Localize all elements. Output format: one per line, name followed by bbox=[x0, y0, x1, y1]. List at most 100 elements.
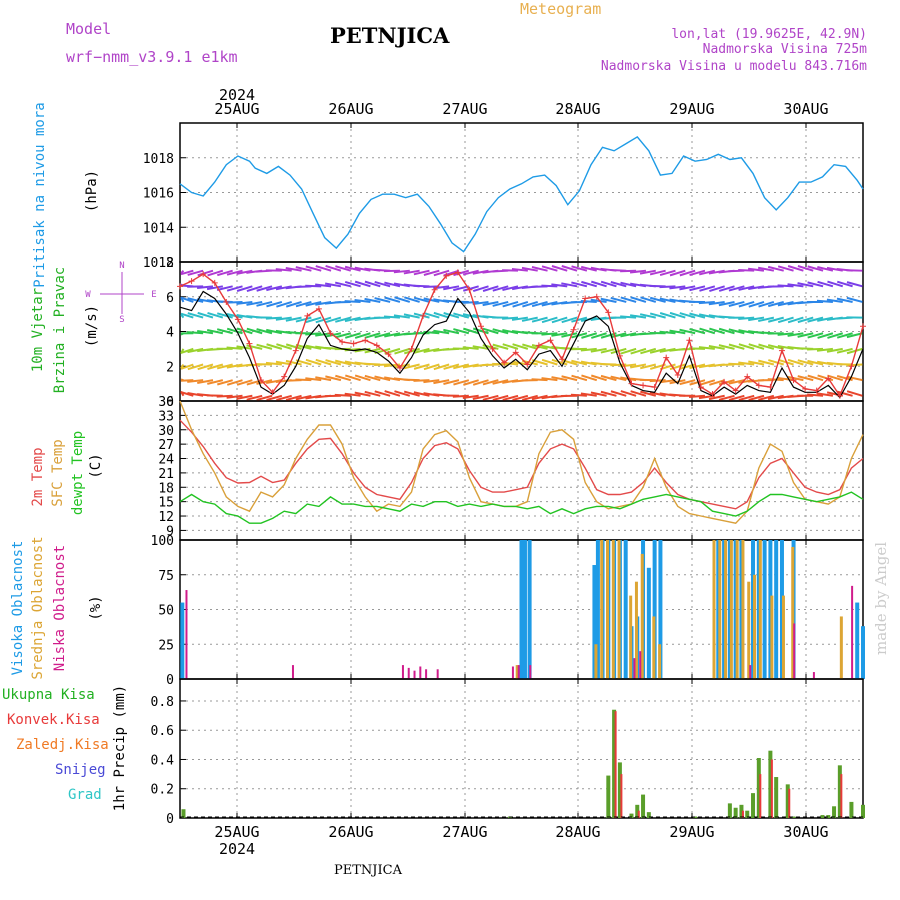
y-tick-label: 24 bbox=[158, 453, 174, 468]
wind-barb bbox=[531, 300, 548, 308]
wind-barb bbox=[187, 269, 204, 276]
wind-barb bbox=[453, 312, 470, 319]
wind-barb bbox=[787, 283, 804, 288]
x-tick-label-bottom: 30AUG bbox=[783, 823, 828, 841]
wind-barb bbox=[502, 285, 519, 292]
wind-barb bbox=[246, 394, 263, 401]
y-tick-label: 0 bbox=[166, 395, 174, 410]
bar-low bbox=[517, 665, 520, 679]
bar-total bbox=[785, 784, 790, 818]
y-tick-label: 0 bbox=[166, 673, 174, 688]
wind-barb bbox=[344, 360, 361, 366]
panel-precip: 0 0.2 0.4 0.6 0.8 bbox=[151, 678, 865, 827]
wind-barb bbox=[374, 332, 391, 339]
wind-barb bbox=[207, 269, 224, 277]
bar-high bbox=[861, 626, 865, 679]
y-tick-label: 1012 bbox=[143, 256, 174, 271]
wind-barb bbox=[403, 269, 420, 275]
bar-mid bbox=[658, 644, 662, 679]
wind-barb bbox=[777, 300, 794, 307]
wind-barb bbox=[394, 390, 411, 397]
bar-mid bbox=[515, 665, 519, 679]
wind-barb bbox=[180, 347, 194, 354]
wind-barb bbox=[561, 316, 578, 324]
y-tick-label: 75 bbox=[158, 569, 174, 584]
wind-barb bbox=[453, 269, 470, 277]
wind-barb bbox=[629, 269, 647, 274]
wind-barb bbox=[335, 265, 352, 272]
wind-barb bbox=[522, 301, 538, 308]
year-bottom: 2024 bbox=[219, 840, 255, 858]
wind-barb bbox=[561, 282, 578, 288]
wind-barb bbox=[433, 311, 450, 319]
gust-marker bbox=[443, 272, 450, 279]
wind-barb bbox=[679, 379, 696, 386]
wind-barb bbox=[180, 269, 185, 274]
wind-barb bbox=[669, 269, 686, 277]
wind-barb bbox=[659, 312, 676, 319]
gust-marker bbox=[709, 391, 716, 398]
product-title: Meteogram bbox=[520, 0, 601, 18]
wind-barb bbox=[393, 269, 410, 274]
wind-barb bbox=[393, 314, 410, 319]
wind-barb bbox=[305, 284, 322, 288]
bar-total bbox=[751, 793, 756, 818]
wind-barb bbox=[846, 375, 863, 382]
wind-barb bbox=[256, 328, 273, 335]
wind-barb bbox=[728, 343, 745, 350]
y-tick-label: 0.6 bbox=[151, 724, 174, 739]
gust-marker bbox=[200, 271, 207, 278]
bar-low bbox=[291, 665, 294, 679]
wind-barb bbox=[787, 375, 804, 382]
gust-marker bbox=[431, 286, 438, 293]
wind-barb bbox=[433, 379, 450, 385]
bar-total bbox=[181, 809, 186, 818]
model-name: wrf−nmm_v3.9.1 e1km bbox=[66, 48, 238, 66]
wind-barb bbox=[423, 269, 440, 276]
wind-barb bbox=[266, 394, 283, 401]
wind-barb bbox=[462, 269, 479, 276]
x-tick-label-top: 29AUG bbox=[669, 100, 714, 118]
bar-high bbox=[623, 540, 628, 679]
wind-barb bbox=[453, 379, 470, 386]
bar-mid bbox=[629, 595, 633, 679]
wind-barb bbox=[463, 327, 479, 335]
wind-barb bbox=[180, 391, 194, 397]
wind-barb bbox=[689, 328, 706, 335]
wind-barb bbox=[315, 376, 332, 382]
wind-barb bbox=[787, 332, 804, 337]
gust-marker bbox=[640, 382, 647, 389]
y-tick-label: 0.8 bbox=[151, 695, 174, 710]
y-tick-label: 25 bbox=[158, 638, 174, 653]
wind-barb bbox=[226, 346, 243, 350]
wind-barb bbox=[512, 343, 529, 350]
wind-barb bbox=[472, 300, 489, 306]
cloud-high-title: Visoka Oblacnost bbox=[10, 541, 26, 676]
bar-high bbox=[658, 540, 663, 679]
x-tick-label-top: 26AUG bbox=[328, 100, 373, 118]
wind-barb bbox=[197, 363, 214, 371]
wind-barb bbox=[453, 285, 470, 292]
wind-barb bbox=[551, 376, 568, 382]
wind-barb bbox=[492, 300, 509, 307]
y-tick-label: 50 bbox=[158, 604, 174, 619]
wind-barb bbox=[807, 359, 824, 366]
wind-barb bbox=[522, 343, 538, 350]
bar-convective bbox=[788, 788, 791, 818]
wind-barb bbox=[689, 312, 706, 319]
y-tick-label: 36 bbox=[158, 395, 174, 410]
wind-barb bbox=[295, 378, 312, 382]
wind-barb bbox=[590, 347, 607, 353]
wind-barb bbox=[344, 265, 361, 272]
gust-marker bbox=[292, 347, 299, 354]
x-tick-label-bottom: 28AUG bbox=[555, 823, 600, 841]
wind-barb bbox=[492, 285, 509, 292]
compass-s: S bbox=[119, 315, 124, 325]
wind-barb bbox=[226, 313, 243, 319]
wind-barb bbox=[649, 296, 666, 303]
bar-low bbox=[407, 667, 410, 679]
wind-barb bbox=[561, 332, 578, 338]
wind-barb bbox=[511, 267, 528, 272]
bar-low bbox=[749, 665, 752, 679]
wind-barb bbox=[180, 296, 194, 303]
